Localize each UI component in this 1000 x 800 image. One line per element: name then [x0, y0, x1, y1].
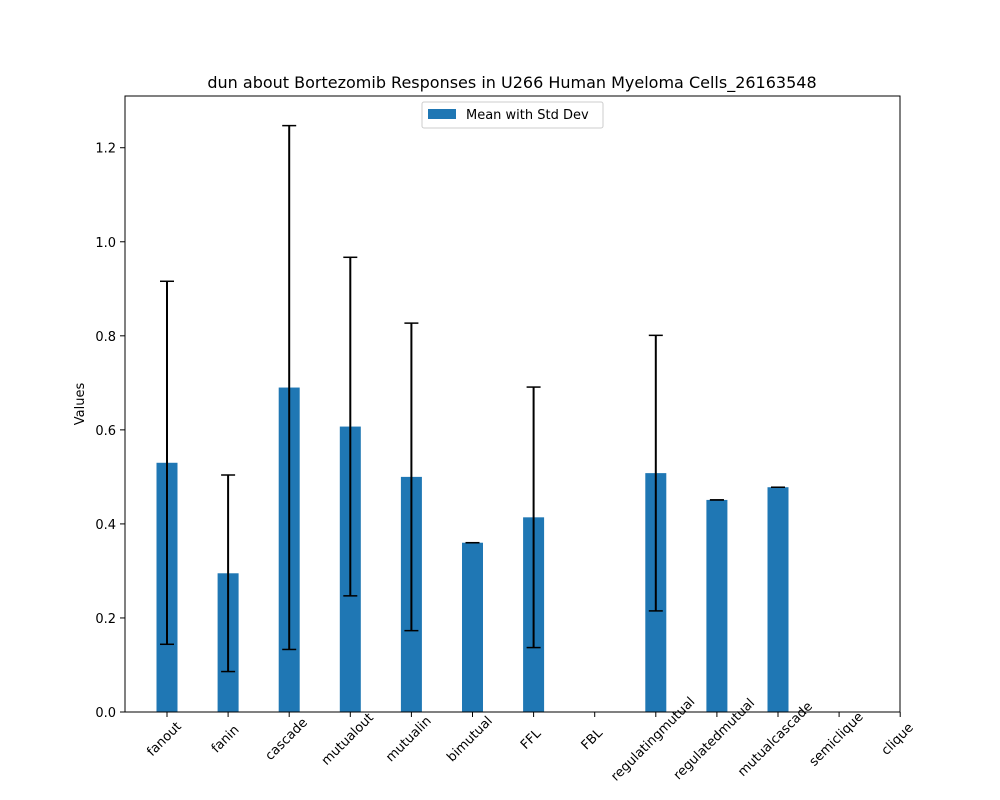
legend-swatch	[428, 109, 456, 119]
bar-mutualcascade	[767, 487, 789, 712]
error-bars-group	[160, 124, 785, 673]
x-tick-label-clique: clique	[879, 720, 917, 758]
bar-bimutual	[462, 542, 483, 712]
y-tick-label: 0.8	[95, 330, 116, 345]
x-tick-label-mutualin: mutualin	[383, 714, 434, 765]
y-tick-label: 0.4	[95, 518, 116, 533]
legend: Mean with Std Dev	[421, 101, 604, 129]
plot-area-frame	[124, 95, 901, 713]
y-axis-label: Values	[73, 383, 88, 426]
x-tick-label-semiclique: semiclique	[807, 710, 867, 770]
legend-frame	[421, 101, 604, 129]
y-tick-label: 1.2	[95, 142, 116, 157]
y-axis: 0.0 0.2 0.4 0.6 0.8 1.0 1.2	[95, 142, 125, 721]
x-tick-label-fanin: fanin	[209, 723, 243, 757]
x-tick-label-fanout: fanout	[144, 719, 184, 759]
x-tick-label-cascade: cascade	[263, 715, 311, 763]
y-tick-label: 0.0	[95, 706, 116, 721]
bars-group	[156, 387, 789, 712]
x-tick-label-bimutual: bimutual	[444, 714, 495, 765]
x-tick-label-FFL: FFL	[518, 726, 545, 753]
y-tick-label: 0.6	[95, 424, 116, 439]
chart-title: dun about Bortezomib Responses in U266 H…	[207, 73, 816, 93]
y-tick-label: 0.2	[95, 612, 116, 627]
bar-regulatedmutual	[706, 499, 728, 712]
x-tick-label-mutualout: mutualout	[319, 710, 377, 768]
y-tick-label: 1.0	[95, 236, 116, 251]
x-tick-label-FBL: FBL	[579, 725, 607, 753]
legend-label: Mean with Std Dev	[466, 108, 589, 123]
